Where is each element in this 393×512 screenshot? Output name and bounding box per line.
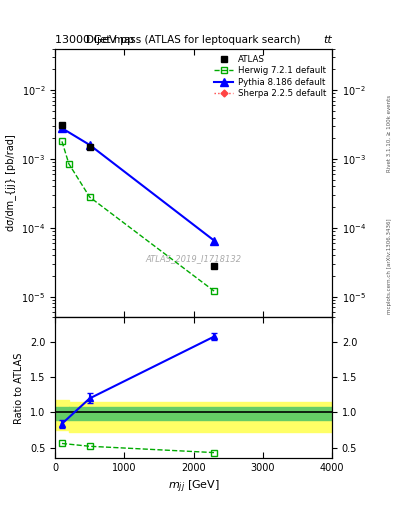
ATLAS	[87, 144, 92, 150]
X-axis label: $m_{jj}$ [GeV]: $m_{jj}$ [GeV]	[168, 479, 219, 495]
Y-axis label: dσ/dm_{jj} [pb/rad]: dσ/dm_{jj} [pb/rad]	[5, 135, 16, 231]
Text: Rivet 3.1.10, ≥ 100k events: Rivet 3.1.10, ≥ 100k events	[387, 95, 392, 172]
Line: ATLAS: ATLAS	[59, 122, 218, 269]
Text: tt: tt	[323, 35, 332, 45]
Herwig 7.2.1 default	[66, 161, 71, 167]
Text: ATLAS_2019_I1718132: ATLAS_2019_I1718132	[145, 254, 242, 263]
Line: Pythia 8.186 default: Pythia 8.186 default	[58, 124, 218, 245]
Y-axis label: Ratio to ATLAS: Ratio to ATLAS	[15, 352, 24, 423]
Text: mcplots.cern.ch [arXiv:1306.3436]: mcplots.cern.ch [arXiv:1306.3436]	[387, 219, 392, 314]
ATLAS	[60, 122, 64, 128]
Text: 13000 GeV pp: 13000 GeV pp	[55, 35, 134, 45]
Pythia 8.186 default	[60, 125, 64, 131]
Pythia 8.186 default	[212, 238, 217, 244]
Herwig 7.2.1 default	[212, 288, 217, 294]
ATLAS	[212, 263, 217, 269]
Herwig 7.2.1 default	[87, 194, 92, 200]
Legend: ATLAS, Herwig 7.2.1 default, Pythia 8.186 default, Sherpa 2.2.5 default: ATLAS, Herwig 7.2.1 default, Pythia 8.18…	[213, 53, 328, 100]
Title: Dijet mass (ATLAS for leptoquark search): Dijet mass (ATLAS for leptoquark search)	[86, 35, 301, 45]
Line: Herwig 7.2.1 default: Herwig 7.2.1 default	[59, 138, 217, 294]
Herwig 7.2.1 default	[60, 138, 64, 144]
Pythia 8.186 default	[87, 142, 92, 148]
